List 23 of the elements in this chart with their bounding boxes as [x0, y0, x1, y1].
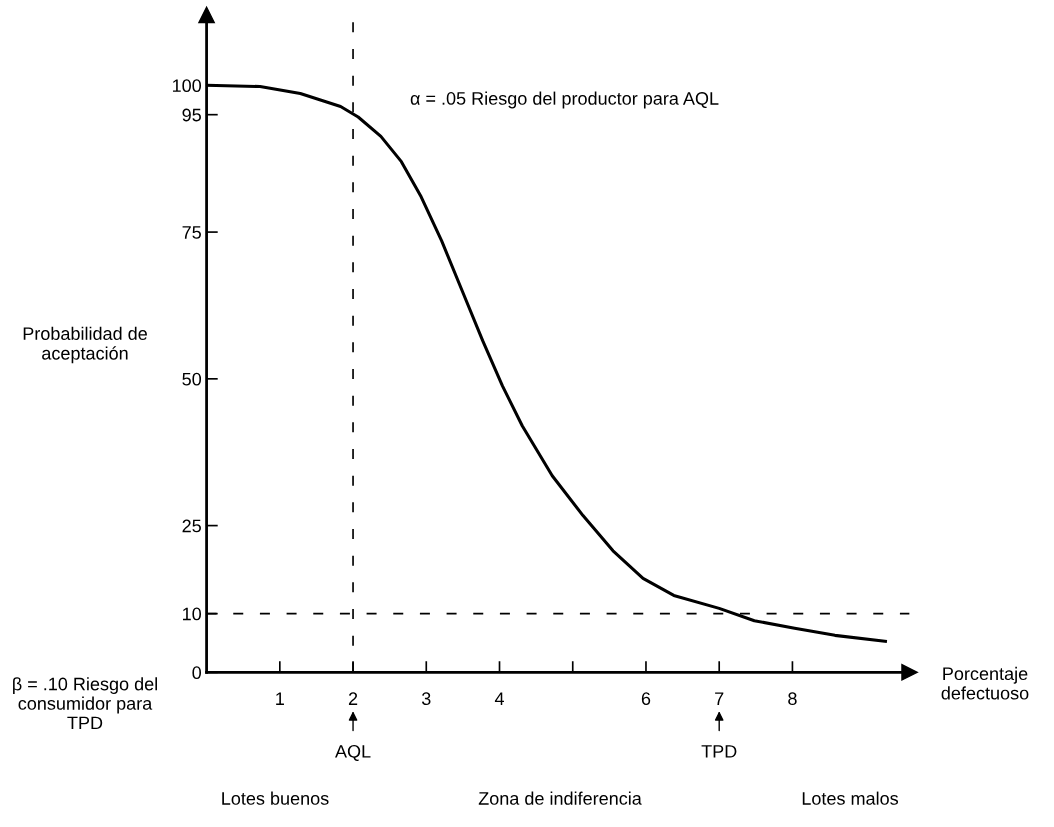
y-axis-title: Probabilidad de aceptación [23, 326, 147, 364]
text: TPD [701, 745, 737, 758]
annotation: α = .05 Riesgo del productor para AQL [410, 91, 719, 109]
x-axis-title: Porcentaje defectuoso [941, 666, 1029, 700]
x-tick-label: 1 [276, 692, 284, 705]
y-tick-label: 50 [182, 372, 202, 386]
x-tick-label: 3 [421, 692, 431, 706]
y-tick-label: 75 [182, 226, 201, 239]
text: Zona de indiferencia [478, 791, 642, 805]
y-tick-label: 10 [183, 607, 202, 621]
x-tick-label: 6 [641, 692, 651, 706]
y-tick-label: 0 [192, 666, 202, 680]
y-tick-label: 95 [182, 108, 201, 122]
text: Lotes malos [802, 791, 899, 805]
text: AQL [335, 744, 371, 761]
text: β = .10 Riesgo del consumidor para TPD [13, 677, 157, 730]
text: Lotes buenos [222, 791, 329, 805]
x-tick-label: 4 [494, 692, 504, 705]
y-tick-label: 25 [182, 519, 201, 533]
x-tick-label: 2 [348, 692, 358, 705]
x-tick-label: 8 [788, 692, 797, 706]
x-tick-label: 7 [715, 692, 724, 705]
y-tick-label: 100 [172, 79, 202, 93]
